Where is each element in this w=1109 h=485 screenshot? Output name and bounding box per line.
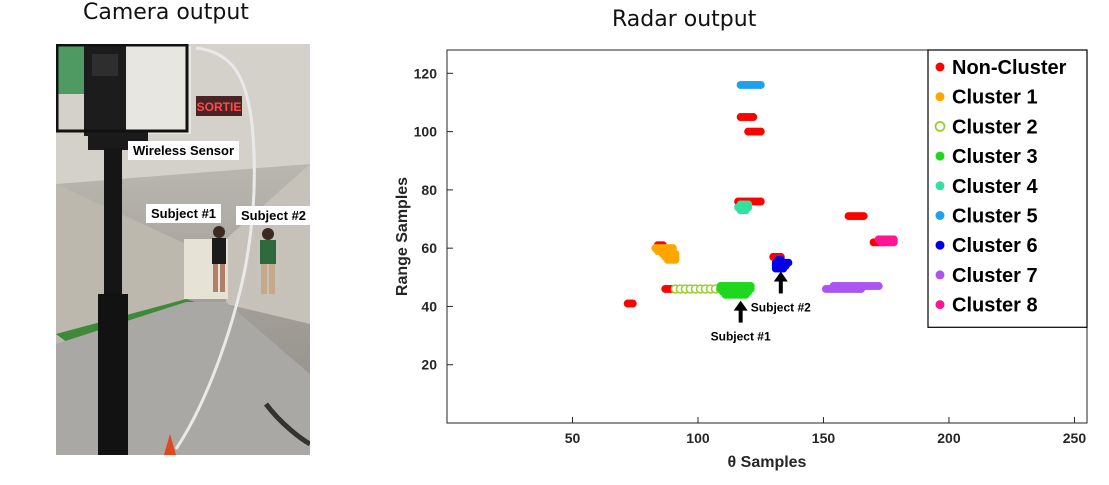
legend-label: Cluster 6 — [952, 235, 1038, 257]
legend-label: Cluster 8 — [952, 295, 1038, 317]
legend-label: Cluster 5 — [952, 206, 1038, 228]
y-tick-label: 40 — [421, 298, 437, 314]
exit-sign-text: SORTIE — [197, 100, 242, 114]
legend-marker — [935, 181, 945, 191]
point-cluster-6 — [776, 255, 785, 264]
x-axis-title: θ Samples — [728, 454, 807, 471]
subject-annotation-label: Subject #2 — [751, 300, 811, 314]
point-cluster-3 — [741, 290, 750, 299]
legend-marker — [935, 62, 945, 72]
legend-marker — [935, 240, 945, 250]
x-tick-label: 50 — [565, 430, 581, 446]
legend-marker — [935, 211, 945, 220]
point-cluster-5 — [756, 80, 765, 89]
point-cluster-4 — [741, 206, 750, 215]
point-cluster-6 — [779, 264, 788, 273]
legend-box — [927, 49, 1088, 328]
legend: Non-Cluster Cluster 1 Cluster 2 Cluster 3 Cl… — [927, 49, 1088, 328]
y-tick-label: 80 — [421, 182, 437, 198]
radar-output-heading: Radar output — [612, 7, 757, 32]
legend-label: Cluster 2 — [952, 116, 1038, 138]
legend-marker — [935, 92, 945, 102]
point-cluster-8 — [889, 238, 898, 247]
point-cluster-7 — [874, 282, 883, 291]
legend-label: Cluster 7 — [952, 265, 1038, 287]
legend-marker — [935, 151, 945, 161]
subject-arrow-head — [733, 300, 748, 311]
y-tick-label: 60 — [421, 240, 437, 256]
legend-label: Cluster 1 — [952, 87, 1038, 109]
exit-sign — [196, 96, 242, 116]
y-tick-label: 20 — [421, 357, 437, 373]
x-tick-label: 100 — [686, 430, 710, 446]
legend-marker — [934, 121, 946, 132]
legend-marker — [935, 300, 945, 310]
data-points — [623, 80, 898, 308]
point-non-cluster — [756, 127, 765, 136]
axis-ticks: 50 100 150 200 250 20 40 60 80 100 120 — [414, 65, 1087, 446]
legend-label: Non-Cluster — [952, 57, 1067, 79]
subject-1-label: Subject #1 — [146, 204, 222, 223]
camera-output-heading: Camera output — [83, 0, 249, 25]
subject-annotation-label: Subject #1 — [711, 330, 771, 344]
x-tick-label: 150 — [812, 430, 836, 446]
camera-output-photo: SORTIE Wireless Sensor Subject #1 Subjec — [56, 44, 310, 455]
point-non-cluster — [628, 299, 637, 308]
subject-1-figure — [212, 226, 226, 292]
y-axis-title: Range Samples — [394, 177, 411, 296]
point-non-cluster — [749, 113, 758, 122]
camera-scene: SORTIE — [56, 44, 310, 455]
subject-2-figure — [260, 228, 276, 294]
legend-label: Cluster 4 — [952, 176, 1038, 198]
point-non-cluster — [756, 197, 765, 206]
subject-annotations: Subject #1 Subject #2 — [711, 271, 811, 344]
legend-label: Cluster 3 — [952, 146, 1038, 168]
y-tick-label: 120 — [414, 65, 438, 81]
legend-marker — [935, 270, 945, 280]
wireless-sensor-label: Wireless Sensor — [128, 141, 240, 160]
point-cluster-1 — [671, 255, 680, 264]
sensor-highlight-box — [56, 44, 189, 133]
x-tick-label: 200 — [937, 430, 961, 446]
y-tick-label: 100 — [414, 124, 438, 140]
x-tick-label: 250 — [1063, 430, 1087, 446]
point-non-cluster — [859, 212, 868, 221]
subject-2-label: Subject #2 — [236, 206, 310, 225]
subject-arrow-head — [773, 271, 788, 282]
